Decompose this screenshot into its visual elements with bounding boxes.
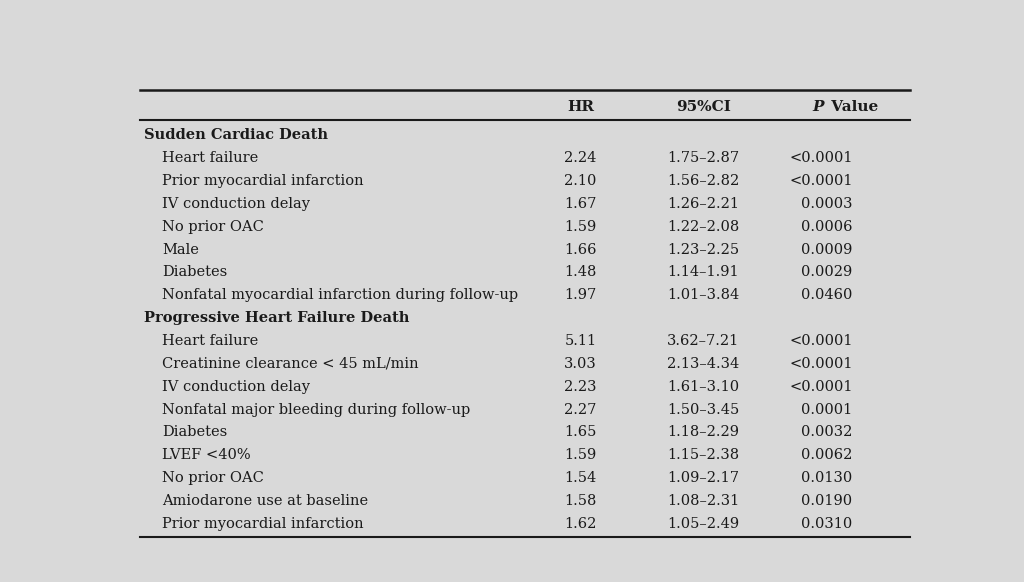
Text: Creatinine clearance < 45 mL/min: Creatinine clearance < 45 mL/min [162, 357, 419, 371]
Text: 2.23: 2.23 [564, 379, 597, 394]
Text: 0.0032: 0.0032 [801, 425, 853, 439]
Text: 1.09–2.17: 1.09–2.17 [668, 471, 739, 485]
Text: 0.0029: 0.0029 [802, 265, 853, 279]
Text: Prior myocardial infarction: Prior myocardial infarction [162, 517, 364, 531]
Text: <0.0001: <0.0001 [790, 357, 853, 371]
Text: Progressive Heart Failure Death: Progressive Heart Failure Death [143, 311, 410, 325]
Text: 2.13–4.34: 2.13–4.34 [668, 357, 739, 371]
Text: 1.01–3.84: 1.01–3.84 [668, 288, 739, 302]
Text: 2.10: 2.10 [564, 174, 597, 188]
Text: Male: Male [162, 243, 199, 257]
Text: Diabetes: Diabetes [162, 265, 227, 279]
Text: 0.0009: 0.0009 [801, 243, 853, 257]
Text: 1.05–2.49: 1.05–2.49 [668, 517, 739, 531]
Text: 0.0130: 0.0130 [802, 471, 853, 485]
Text: 0.0062: 0.0062 [801, 448, 853, 462]
Text: <0.0001: <0.0001 [790, 151, 853, 165]
Text: 1.67: 1.67 [564, 197, 597, 211]
Text: 1.08–2.31: 1.08–2.31 [668, 494, 739, 508]
Text: 1.97: 1.97 [564, 288, 596, 302]
Text: 0.0001: 0.0001 [802, 403, 853, 417]
Text: Heart failure: Heart failure [162, 151, 258, 165]
Text: 1.59: 1.59 [564, 448, 596, 462]
Text: Diabetes: Diabetes [162, 425, 227, 439]
Text: 1.15–2.38: 1.15–2.38 [668, 448, 739, 462]
Text: Nonfatal major bleeding during follow-up: Nonfatal major bleeding during follow-up [162, 403, 470, 417]
Text: 1.18–2.29: 1.18–2.29 [668, 425, 739, 439]
Text: IV conduction delay: IV conduction delay [162, 379, 310, 394]
Text: 0.0460: 0.0460 [801, 288, 853, 302]
Text: 1.75–2.87: 1.75–2.87 [668, 151, 739, 165]
Text: 1.65: 1.65 [564, 425, 597, 439]
Text: 1.26–2.21: 1.26–2.21 [668, 197, 739, 211]
Text: No prior OAC: No prior OAC [162, 471, 264, 485]
Text: 1.23–2.25: 1.23–2.25 [668, 243, 739, 257]
Text: IV conduction delay: IV conduction delay [162, 197, 310, 211]
Text: 1.59: 1.59 [564, 220, 596, 234]
Text: 1.62: 1.62 [564, 517, 597, 531]
Text: 1.61–3.10: 1.61–3.10 [668, 379, 739, 394]
Text: Sudden Cardiac Death: Sudden Cardiac Death [143, 129, 328, 143]
Text: 1.66: 1.66 [564, 243, 597, 257]
Text: 3.03: 3.03 [564, 357, 597, 371]
Text: Value: Value [825, 100, 878, 114]
Text: 0.0003: 0.0003 [801, 197, 853, 211]
Text: No prior OAC: No prior OAC [162, 220, 264, 234]
Text: <0.0001: <0.0001 [790, 334, 853, 348]
Text: 1.48: 1.48 [564, 265, 597, 279]
Text: HR: HR [567, 100, 594, 114]
Text: 1.50–3.45: 1.50–3.45 [668, 403, 739, 417]
Text: 3.62–7.21: 3.62–7.21 [668, 334, 739, 348]
Text: 0.0190: 0.0190 [802, 494, 853, 508]
Text: LVEF <40%: LVEF <40% [162, 448, 251, 462]
Text: Nonfatal myocardial infarction during follow-up: Nonfatal myocardial infarction during fo… [162, 288, 518, 302]
Text: 1.14–1.91: 1.14–1.91 [668, 265, 739, 279]
Text: P: P [812, 100, 824, 114]
Text: Amiodarone use at baseline: Amiodarone use at baseline [162, 494, 369, 508]
Text: 1.22–2.08: 1.22–2.08 [668, 220, 739, 234]
Text: 1.54: 1.54 [564, 471, 596, 485]
Text: 0.0006: 0.0006 [801, 220, 853, 234]
Text: Prior myocardial infarction: Prior myocardial infarction [162, 174, 364, 188]
Text: 2.24: 2.24 [564, 151, 597, 165]
Text: 95%CI: 95%CI [676, 100, 731, 114]
Text: 0.0310: 0.0310 [802, 517, 853, 531]
Text: 2.27: 2.27 [564, 403, 597, 417]
Text: 1.56–2.82: 1.56–2.82 [668, 174, 739, 188]
Text: <0.0001: <0.0001 [790, 379, 853, 394]
Text: 1.58: 1.58 [564, 494, 597, 508]
Text: Heart failure: Heart failure [162, 334, 258, 348]
Text: 5.11: 5.11 [564, 334, 596, 348]
Text: <0.0001: <0.0001 [790, 174, 853, 188]
